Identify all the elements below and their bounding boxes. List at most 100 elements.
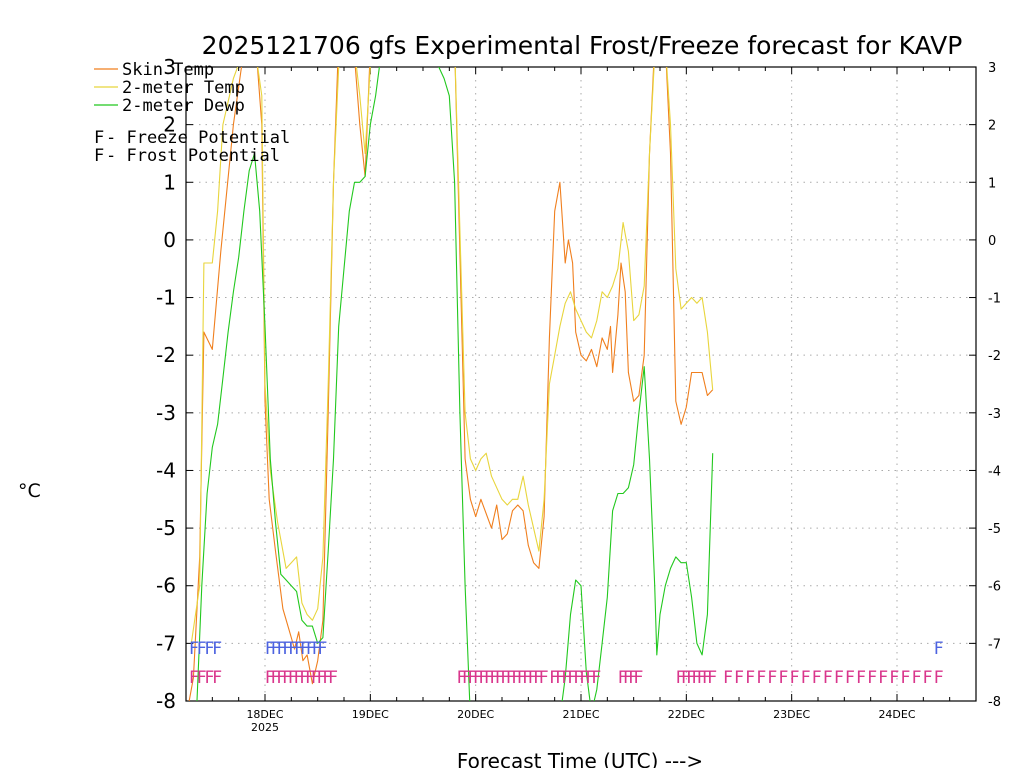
potential-marker: F [823, 668, 833, 688]
potential-marker: F [573, 668, 583, 688]
potential-marker: F [294, 668, 304, 688]
legend-marker-label: - Frost Potential [106, 146, 280, 166]
series-line-skin-temp [188, 67, 714, 701]
x-tick-label: 18DEC [246, 708, 283, 721]
y-tick-label: -5 [156, 516, 176, 540]
potential-marker: F [734, 668, 744, 688]
potential-marker: F [681, 668, 691, 688]
potential-marker: F [189, 668, 199, 688]
x-tick-label: 20DEC [457, 708, 494, 721]
potential-marker: F [812, 668, 822, 688]
potential-marker: F [549, 668, 559, 688]
potential-marker: F [473, 668, 483, 688]
legend-label: 2-meter Dewp [122, 96, 245, 116]
potential-marker: F [801, 668, 811, 688]
y-tick-label-right: -3 [988, 407, 1001, 422]
potential-marker: F [484, 668, 494, 688]
potential-marker: F [779, 668, 789, 688]
potential-marker: F [692, 668, 702, 688]
y-tick-label: 1 [163, 170, 176, 194]
potential-marker: F [277, 639, 287, 659]
potential-marker: F [288, 639, 298, 659]
potential-marker: F [506, 668, 516, 688]
potential-marker: F [768, 668, 778, 688]
potential-marker: F [745, 668, 755, 688]
potential-marker: F [205, 668, 215, 688]
y-tick-label-right: 1 [988, 176, 996, 191]
potential-marker: F [312, 639, 322, 659]
y-tick-label-right: 3 [988, 61, 996, 76]
y-tick-label-right: -2 [988, 349, 1001, 364]
potential-marker: F [528, 668, 538, 688]
potential-marker: F [311, 668, 321, 688]
potential-marker: F [501, 668, 511, 688]
series-lines [188, 67, 714, 701]
chart-title: 2025121706 gfs Experimental Frost/Freeze… [202, 31, 963, 60]
potential-marker: F [328, 668, 338, 688]
potential-marker: F [579, 668, 589, 688]
potential-marker: F [276, 668, 286, 688]
potential-marker: F [634, 668, 644, 688]
potential-marker: F [517, 668, 527, 688]
potential-marker: F [317, 668, 327, 688]
potential-marker: F [265, 668, 275, 688]
legend-label: Skin Temp [122, 60, 214, 80]
x-axis-label: Forecast Time (UTC) ---> [457, 749, 703, 768]
potential-marker: F [495, 668, 505, 688]
y-axis-label: °C [18, 480, 41, 502]
y-tick-label: -2 [156, 343, 176, 367]
series-line-2-meter-temp [190, 67, 714, 644]
potential-marker: F [890, 668, 900, 688]
potential-marker: F [592, 668, 602, 688]
potential-marker: F [901, 668, 911, 688]
potential-marker: F [539, 668, 549, 688]
y-tick-label: -1 [156, 286, 176, 310]
potential-marker: F [490, 668, 500, 688]
legend-label: 2-meter Temp [122, 78, 245, 98]
y-tick-label: -7 [156, 631, 176, 655]
x-tick-label: 19DEC [352, 708, 389, 721]
potential-marker: F [878, 668, 888, 688]
plot-frame [185, 66, 977, 702]
y-tick-label: 3 [163, 55, 176, 79]
axes: -8 -8 -7 -7 -6 -6 -5 -5 -4 -4 -3 -3 -2 -2 -1 -1 0 0 1 1 2 2 3 3… [156, 55, 1001, 734]
potential-marker: F [790, 668, 800, 688]
potential-marker: F [702, 668, 712, 688]
x-tick-label: 22DEC [668, 708, 705, 721]
grid [186, 67, 976, 701]
potential-marker: F [294, 639, 304, 659]
potential-marker: F [567, 668, 577, 688]
y-tick-label-right: -5 [988, 522, 1001, 537]
potential-marker: F [867, 668, 877, 688]
potential-marker: F [934, 639, 944, 659]
potential-marker: F [299, 668, 309, 688]
potential-marker: F [457, 668, 467, 688]
potential-marker: F [271, 668, 281, 688]
legend-marker-symbol: F [94, 128, 104, 148]
potential-marker: F [586, 668, 596, 688]
potential-marker: F [686, 668, 696, 688]
potential-marker: F [462, 668, 472, 688]
y-tick-label: 2 [163, 113, 176, 137]
x-tick-label: 23DEC [773, 708, 810, 721]
y-tick-label: 0 [163, 228, 176, 252]
potential-marker: F [265, 639, 275, 659]
potential-marker: F [533, 668, 543, 688]
potential-marker: F [697, 668, 707, 688]
potential-marker: F [676, 668, 686, 688]
potential-marker: F [707, 668, 717, 688]
potential-marker: F [197, 639, 207, 659]
potential-marker: F [282, 668, 292, 688]
potential-marker: F [912, 668, 922, 688]
potential-marker: F [288, 668, 298, 688]
y-tick-label: -3 [156, 401, 176, 425]
potential-marker: F [189, 639, 199, 659]
legend-marker-symbol: F [94, 146, 104, 166]
potential-marker: F [305, 668, 315, 688]
potential-marker: F [283, 639, 293, 659]
potential-marker: F [628, 668, 638, 688]
y-tick-label-right: -4 [988, 464, 1001, 479]
